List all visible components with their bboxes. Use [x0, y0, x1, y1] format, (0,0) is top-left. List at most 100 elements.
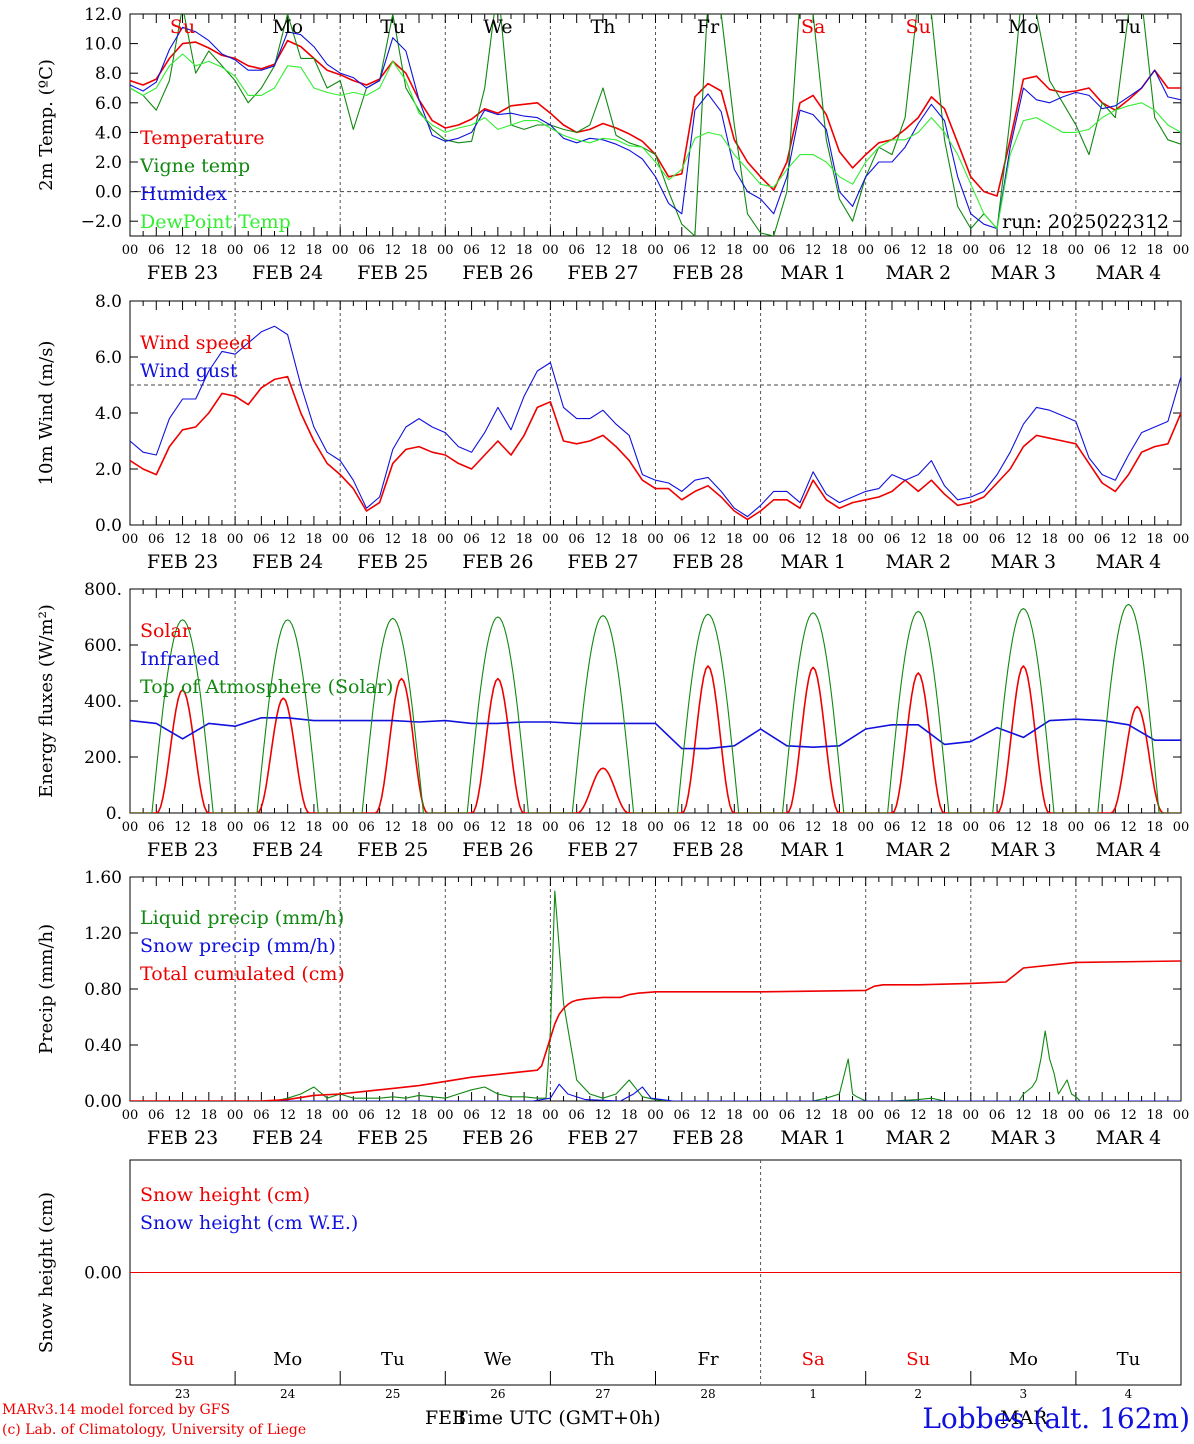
series-line: [130, 960, 1181, 1101]
y-axis-title: Energy fluxes (W/m²): [36, 604, 57, 798]
hour-tick-label: 06: [674, 820, 691, 835]
day-label: MAR 1: [780, 1127, 846, 1149]
day-number: 2: [914, 1387, 922, 1401]
hour-tick-label: 00: [332, 1108, 349, 1123]
day-label: MAR 4: [1096, 1127, 1162, 1149]
weekday-label-bottom: We: [484, 1349, 512, 1370]
day-label: FEB 28: [672, 839, 743, 861]
hour-tick-label: 18: [411, 532, 428, 547]
hour-tick-label: 12: [490, 243, 507, 258]
hour-tick-label: 12: [595, 1108, 612, 1123]
hour-tick-label: 00: [1173, 243, 1190, 258]
hour-tick-label: 12: [910, 532, 927, 547]
run-annotation: run: 2025022312: [1002, 211, 1169, 233]
hour-tick-label: 06: [148, 243, 165, 258]
day-label: FEB 23: [147, 551, 218, 573]
day-label: FEB 26: [462, 1127, 533, 1149]
hour-tick-label: 18: [1146, 1108, 1163, 1123]
hour-tick-label: 12: [279, 820, 296, 835]
hour-tick-label: 00: [963, 532, 980, 547]
weekday-label-top: Sa: [801, 16, 825, 38]
hour-tick-label: 18: [306, 1108, 323, 1123]
series-line: [130, 717, 1181, 750]
day-number: 4: [1125, 1387, 1133, 1401]
legend-entry: Snow height (cm): [140, 1184, 310, 1206]
weekday-label-bottom: Th: [591, 1349, 615, 1370]
hour-tick-label: 00: [857, 1108, 874, 1123]
hour-tick-label: 18: [306, 243, 323, 258]
legend-entry: Solar: [140, 620, 192, 642]
day-label: FEB 24: [252, 551, 323, 573]
hour-tick-label: 12: [384, 1108, 401, 1123]
legend-entry: Infrared: [140, 648, 220, 670]
day-label: FEB 25: [357, 262, 428, 284]
hour-tick-label: 06: [148, 820, 165, 835]
hour-tick-label: 18: [201, 1108, 218, 1123]
weekday-label-top: Su: [906, 16, 931, 38]
hour-tick-label: 00: [122, 1108, 139, 1123]
y-tick-label: 0.: [106, 804, 122, 824]
y-tick-label: 8.0: [95, 64, 122, 84]
hour-tick-label: 18: [831, 1108, 848, 1123]
hour-tick-label: 18: [831, 532, 848, 547]
series-line: [130, 325, 1181, 518]
month-label: MAR: [1000, 1407, 1048, 1429]
day-label: MAR 3: [991, 551, 1057, 573]
legend-entry: Top of Atmosphere (Solar): [140, 676, 393, 698]
legend-entry: Vigne temp: [139, 155, 250, 177]
hour-tick-label: 06: [989, 243, 1006, 258]
hour-tick-label: 18: [621, 820, 638, 835]
hour-tick-label: 06: [463, 532, 480, 547]
legend-entry: Wind gust: [140, 360, 238, 382]
hour-tick-label: 12: [595, 820, 612, 835]
day-number: 25: [385, 1387, 400, 1401]
hour-tick-label: 06: [779, 243, 796, 258]
hour-tick-label: 18: [516, 820, 533, 835]
day-label: FEB 23: [147, 1127, 218, 1149]
hour-tick-label: 06: [568, 1108, 585, 1123]
weekday-label-bottom: Su: [171, 1349, 195, 1370]
weekday-label-bottom: Mo: [273, 1349, 302, 1370]
hour-tick-label: 00: [437, 820, 454, 835]
hour-tick-label: 12: [1120, 1108, 1137, 1123]
day-label: FEB 27: [567, 839, 638, 861]
day-label: FEB 23: [147, 262, 218, 284]
hour-tick-label: 06: [358, 532, 375, 547]
y-tick-label: 4.0: [95, 123, 122, 143]
hour-tick-label: 12: [700, 820, 717, 835]
hour-tick-label: 18: [1146, 243, 1163, 258]
hour-tick-label: 06: [884, 243, 901, 258]
day-label: FEB 28: [672, 1127, 743, 1149]
hour-tick-label: 00: [647, 820, 664, 835]
y-tick-label: 1.20: [84, 924, 122, 944]
day-label: MAR 4: [1096, 262, 1162, 284]
hour-tick-label: 00: [122, 243, 139, 258]
day-number: 23: [175, 1387, 190, 1401]
hour-tick-label: 00: [1068, 532, 1085, 547]
hour-tick-label: 06: [253, 1108, 270, 1123]
day-label: FEB 25: [357, 1127, 428, 1149]
hour-tick-label: 00: [332, 243, 349, 258]
day-label: MAR 2: [885, 1127, 951, 1149]
hour-tick-label: 12: [805, 1108, 822, 1123]
legend-entry: DewPoint Temp: [140, 211, 291, 233]
hour-tick-label: 18: [1146, 820, 1163, 835]
weekday-label-top: Tu: [1116, 16, 1141, 38]
day-label: FEB 24: [252, 1127, 323, 1149]
hour-tick-label: 18: [831, 820, 848, 835]
hour-tick-label: 06: [1094, 820, 1111, 835]
hour-tick-label: 12: [174, 243, 191, 258]
y-tick-label: 2.0: [95, 153, 122, 173]
y-tick-label: 2.0: [95, 460, 122, 480]
weekday-label-top: We: [483, 16, 512, 38]
hour-tick-label: 12: [910, 243, 927, 258]
hour-tick-label: 00: [122, 532, 139, 547]
hour-tick-label: 18: [411, 1108, 428, 1123]
weekday-label-bottom: Su: [906, 1349, 930, 1370]
hour-tick-label: 12: [700, 1108, 717, 1123]
hour-tick-label: 12: [279, 243, 296, 258]
hour-tick-label: 12: [805, 532, 822, 547]
hour-tick-label: 00: [857, 820, 874, 835]
hour-tick-label: 12: [279, 532, 296, 547]
hour-tick-label: 12: [805, 243, 822, 258]
